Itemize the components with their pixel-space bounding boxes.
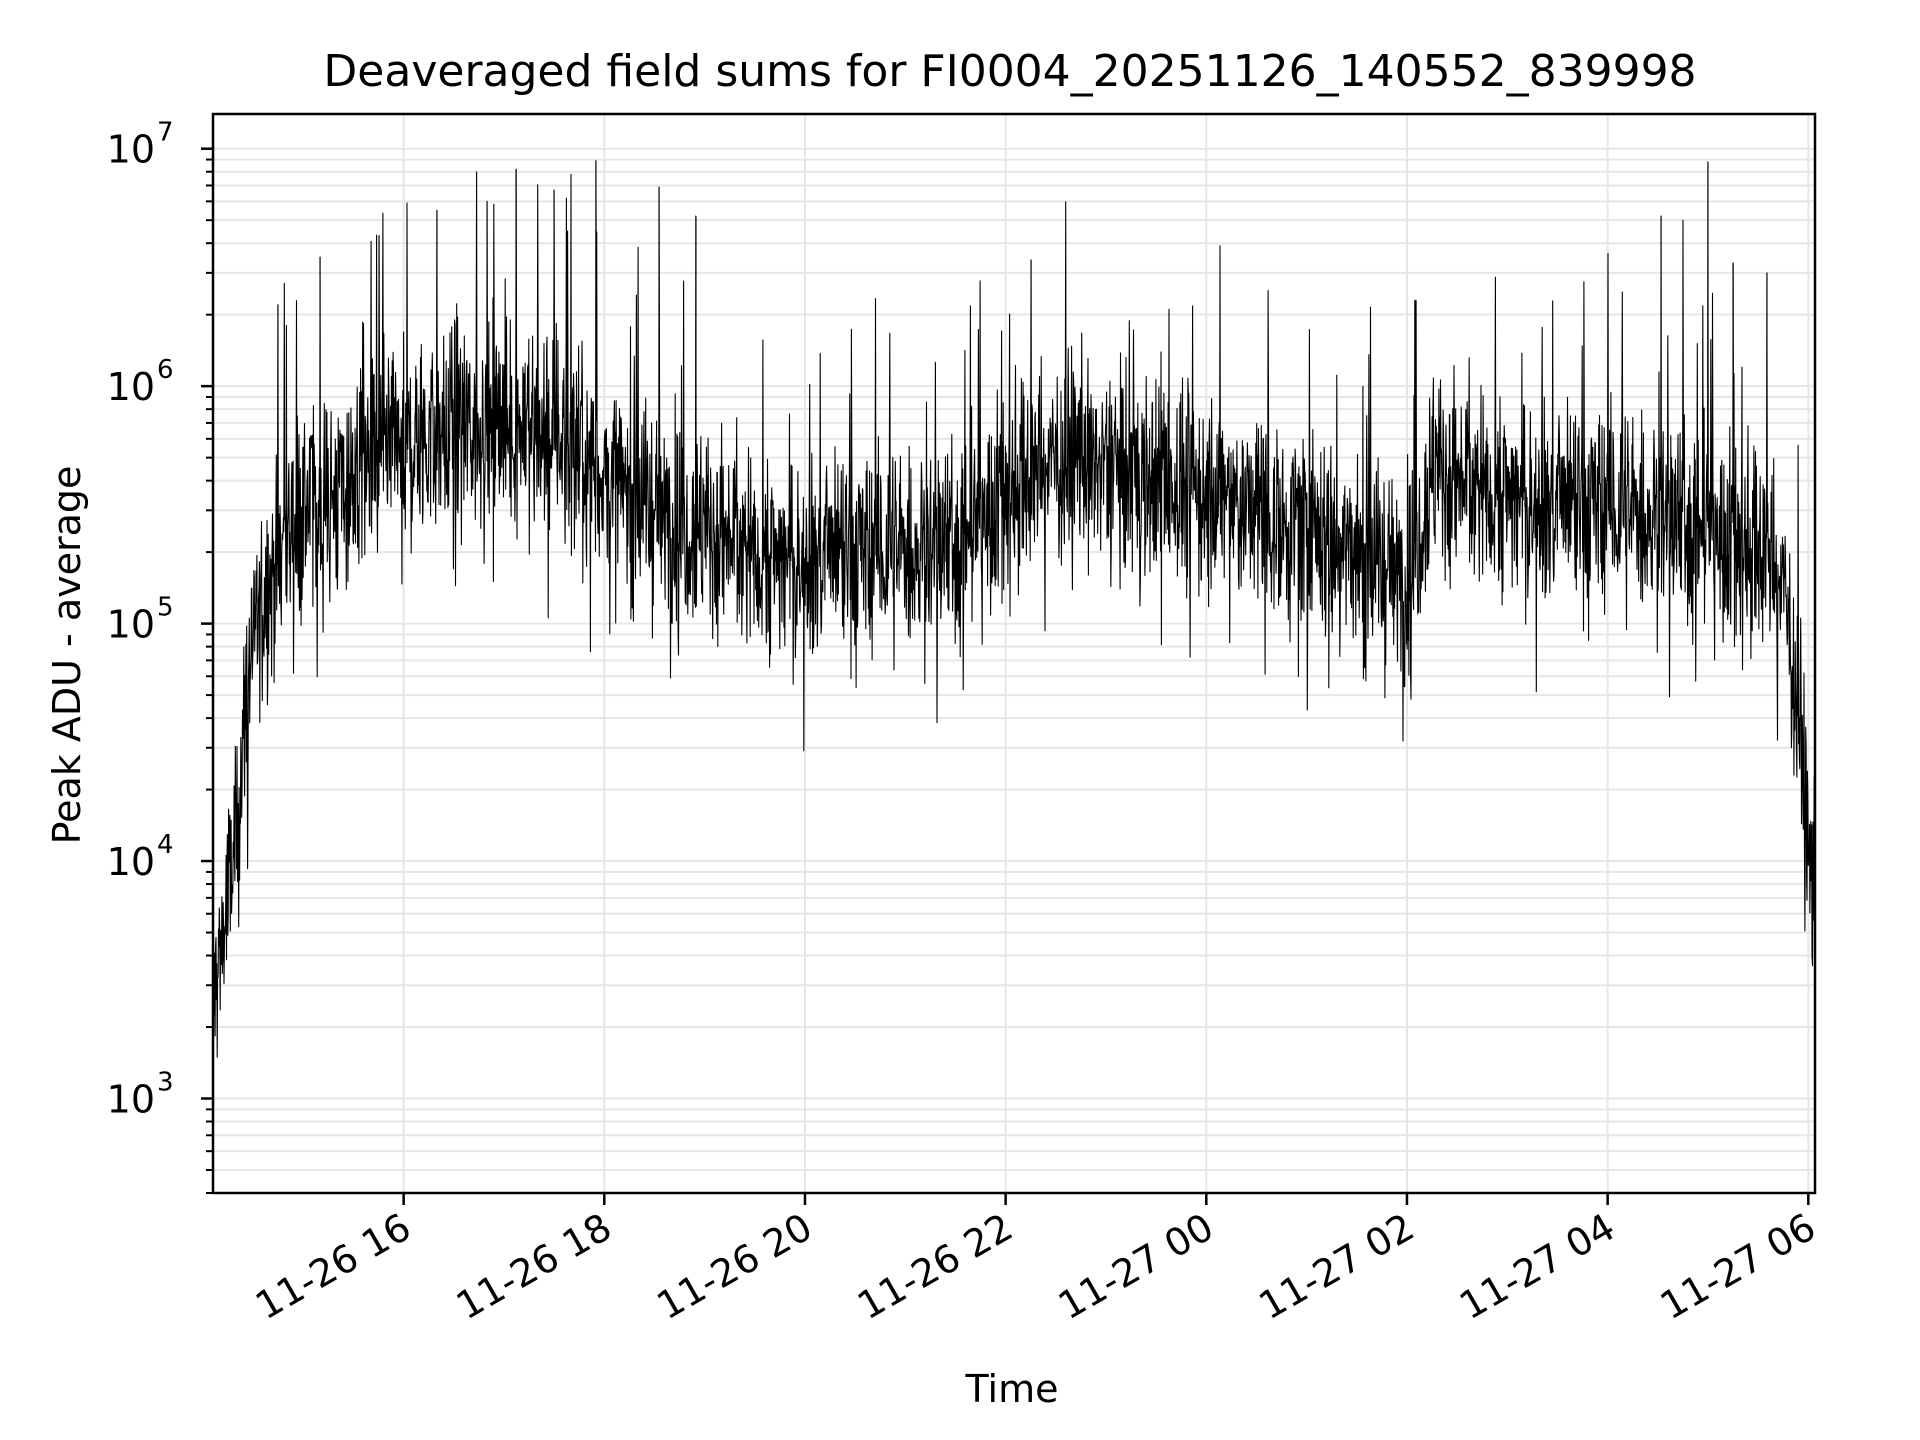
y-tick-exponent: 6 xyxy=(157,355,174,385)
y-tick-label: 10 xyxy=(107,365,155,409)
y-tick-exponent: 7 xyxy=(157,118,174,148)
y-tick-exponent: 4 xyxy=(157,830,174,860)
series-line xyxy=(212,160,1816,1058)
y-axis-label: Peak ADU - average xyxy=(45,466,89,845)
y-tick-label: 10 xyxy=(107,128,155,172)
x-axis-label: Time xyxy=(965,1367,1059,1411)
y-tick-label: 10 xyxy=(107,603,155,647)
chart-title: Deaveraged field sums for FI0004_2025112… xyxy=(323,46,1696,97)
y-tick-label: 10 xyxy=(107,1078,155,1122)
axes-frame xyxy=(211,112,1817,1195)
plot-area xyxy=(212,160,1816,1058)
y-tick-exponent: 5 xyxy=(157,593,174,623)
y-tick-label: 10 xyxy=(107,840,155,884)
y-tick-exponent: 3 xyxy=(157,1068,174,1098)
